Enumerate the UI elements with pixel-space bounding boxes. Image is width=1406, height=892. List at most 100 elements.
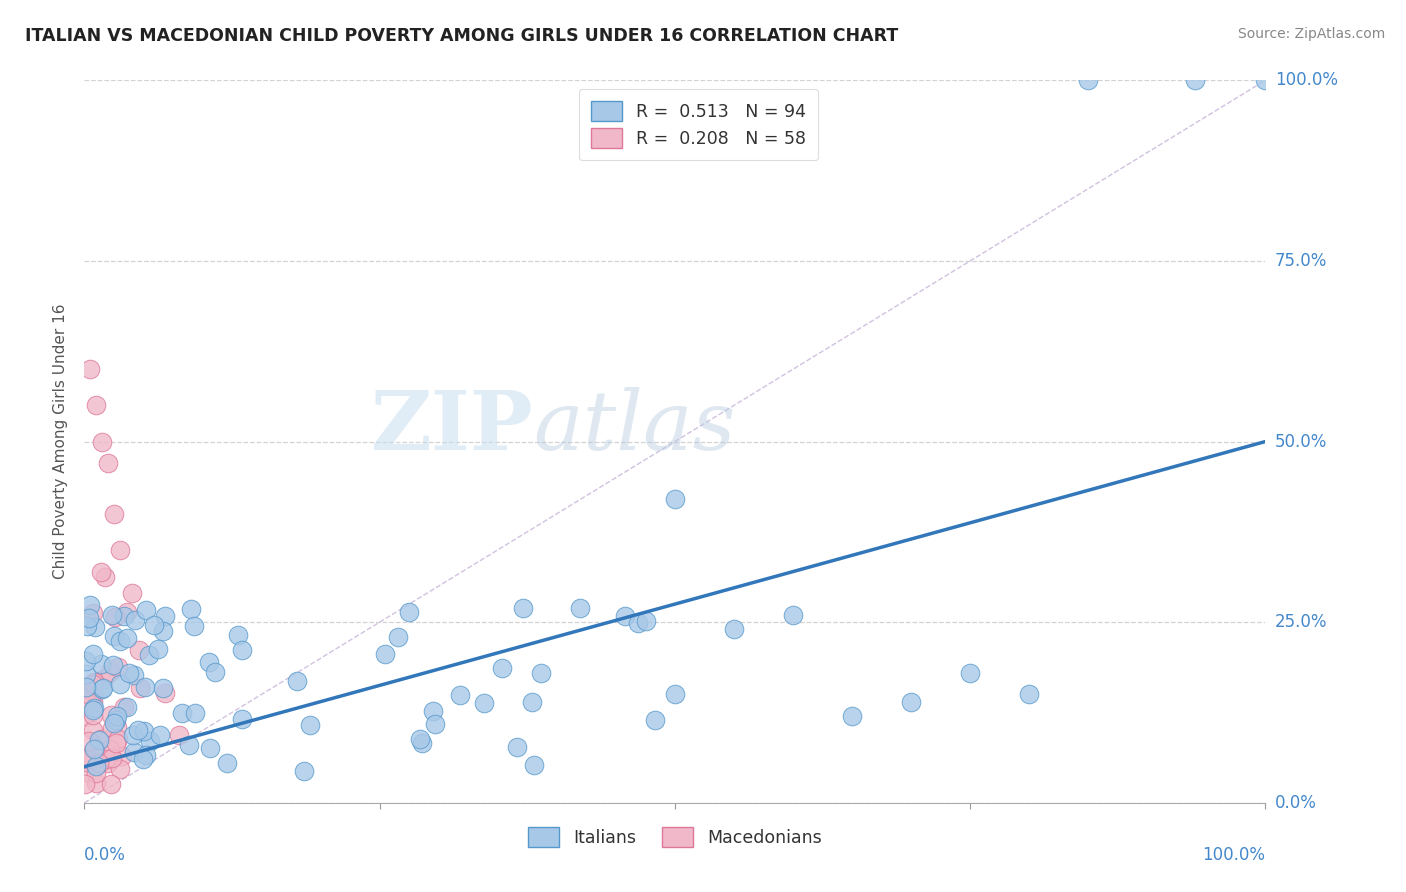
Text: Source: ZipAtlas.com: Source: ZipAtlas.com — [1237, 27, 1385, 41]
Point — [108, 677, 131, 691]
Point — [110, 762, 132, 776]
Point — [177, 738, 200, 752]
Point — [76, 752, 98, 766]
Point — [634, 614, 657, 628]
Point — [82, 607, 104, 621]
Point — [422, 704, 444, 718]
Point — [104, 610, 127, 624]
Point — [142, 618, 165, 632]
Point — [614, 609, 637, 624]
Text: 25.0%: 25.0% — [1275, 613, 1327, 632]
Point — [82, 648, 104, 662]
Point — [103, 629, 125, 643]
Point — [73, 764, 96, 779]
Point — [82, 708, 104, 723]
Point — [75, 681, 97, 695]
Point — [128, 643, 150, 657]
Point — [84, 398, 107, 412]
Point — [134, 680, 156, 694]
Point — [664, 492, 686, 507]
Point — [472, 696, 495, 710]
Point — [298, 718, 321, 732]
Text: 75.0%: 75.0% — [1275, 252, 1327, 270]
Point — [491, 661, 513, 675]
Point — [105, 720, 128, 734]
Text: ZIP: ZIP — [371, 387, 533, 467]
Point — [449, 688, 471, 702]
Point — [76, 696, 98, 710]
Point — [204, 665, 226, 680]
Point — [627, 616, 650, 631]
Point — [91, 681, 114, 696]
Point — [73, 748, 96, 763]
Point — [79, 688, 101, 702]
Point — [132, 752, 155, 766]
Point — [135, 748, 157, 763]
Point — [107, 731, 129, 746]
Point — [124, 668, 146, 682]
Point — [387, 630, 409, 644]
Point — [198, 740, 221, 755]
Point — [75, 654, 97, 668]
Point — [197, 655, 219, 669]
Point — [79, 752, 101, 766]
Text: ITALIAN VS MACEDONIAN CHILD POVERTY AMONG GIRLS UNDER 16 CORRELATION CHART: ITALIAN VS MACEDONIAN CHILD POVERTY AMON… — [25, 27, 898, 45]
Point — [217, 756, 239, 770]
Point — [112, 608, 135, 623]
Point — [77, 611, 100, 625]
Point — [1254, 73, 1277, 87]
Point — [118, 666, 141, 681]
Point — [183, 619, 205, 633]
Point — [84, 776, 107, 790]
Point — [98, 741, 121, 756]
Point — [87, 733, 110, 747]
Point — [101, 751, 124, 765]
Point — [226, 628, 249, 642]
Point — [83, 687, 105, 701]
Point — [100, 777, 122, 791]
Point — [100, 608, 122, 623]
Point — [411, 736, 433, 750]
Point — [128, 681, 150, 695]
Point — [180, 602, 202, 616]
Point — [122, 728, 145, 742]
Point — [75, 667, 97, 681]
Point — [520, 695, 543, 709]
Point — [82, 746, 104, 760]
Point — [121, 586, 143, 600]
Point — [82, 723, 104, 737]
Point — [103, 715, 125, 730]
Point — [409, 732, 432, 747]
Point — [100, 708, 122, 723]
Point — [1077, 73, 1099, 87]
Point — [959, 665, 981, 680]
Legend: Italians, Macedonians: Italians, Macedonians — [516, 814, 834, 859]
Point — [231, 643, 253, 657]
Text: 100.0%: 100.0% — [1275, 71, 1339, 89]
Point — [285, 674, 308, 689]
Point — [90, 565, 112, 579]
Text: 100.0%: 100.0% — [1202, 847, 1265, 864]
Point — [149, 728, 172, 742]
Point — [89, 756, 111, 770]
Point — [82, 695, 104, 709]
Point — [98, 665, 121, 680]
Point — [664, 687, 686, 701]
Point — [84, 759, 107, 773]
Point — [83, 701, 105, 715]
Point — [569, 600, 592, 615]
Point — [84, 620, 107, 634]
Point — [127, 723, 149, 738]
Point — [135, 603, 157, 617]
Point — [107, 659, 129, 673]
Point — [1184, 73, 1206, 87]
Point — [138, 648, 160, 662]
Point — [170, 706, 193, 720]
Point — [167, 728, 190, 742]
Point — [152, 681, 174, 695]
Text: 0.0%: 0.0% — [84, 847, 127, 864]
Point — [91, 681, 114, 695]
Point — [90, 732, 112, 747]
Point — [506, 739, 529, 754]
Point — [77, 680, 100, 694]
